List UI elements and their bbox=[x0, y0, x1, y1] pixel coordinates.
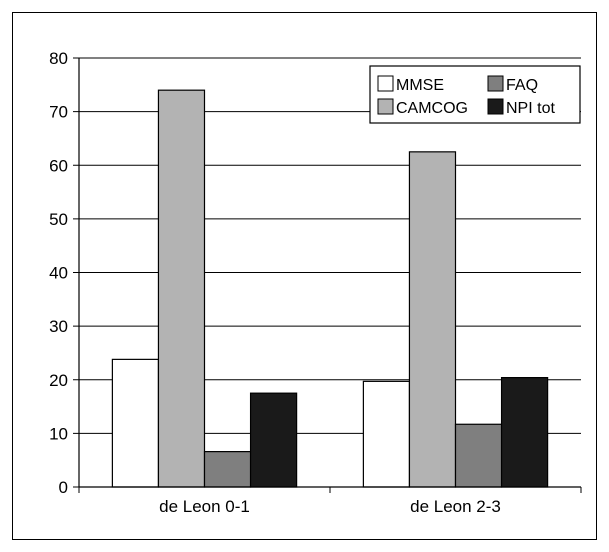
legend-swatch bbox=[487, 75, 504, 92]
bar-npi-tot-1 bbox=[249, 392, 298, 488]
legend-box bbox=[369, 65, 581, 124]
bar-mmse-1 bbox=[111, 358, 160, 488]
y-tick-labels: 0 10 20 30 40 50 60 70 80 bbox=[49, 49, 68, 497]
y-tick-label: 10 bbox=[49, 424, 68, 443]
bar-camcog-1 bbox=[157, 89, 206, 488]
y-tick-label: 60 bbox=[49, 156, 68, 175]
y-tick-label: 20 bbox=[49, 371, 68, 390]
legend-label: MMSE bbox=[396, 77, 444, 94]
y-tick-label: 50 bbox=[49, 210, 68, 229]
y-tick-label: 40 bbox=[49, 264, 68, 283]
x-category-labels: de Leon 0-1 de Leon 2-3 bbox=[159, 497, 501, 516]
bars bbox=[111, 89, 549, 488]
bar-faq-1 bbox=[203, 451, 252, 488]
legend-swatch bbox=[487, 98, 504, 115]
x-category-label: de Leon 0-1 bbox=[159, 497, 250, 516]
y-tick-label: 70 bbox=[49, 103, 68, 122]
bar-camcog-2 bbox=[408, 151, 457, 488]
bar-mmse-2 bbox=[362, 380, 411, 488]
bar-faq-2 bbox=[454, 423, 503, 488]
y-tick-label: 0 bbox=[59, 478, 68, 497]
legend-swatch bbox=[377, 98, 394, 115]
axes bbox=[73, 57, 582, 493]
y-tick-label: 30 bbox=[49, 317, 68, 336]
y-tick-label: 80 bbox=[49, 49, 68, 68]
legend-swatch bbox=[377, 75, 394, 92]
legend-label: CAMCOG bbox=[396, 100, 468, 117]
legend-label: NPI tot bbox=[506, 100, 555, 117]
bar-npi-tot-2 bbox=[500, 377, 549, 488]
x-category-label: de Leon 2-3 bbox=[410, 497, 501, 516]
legend-label: FAQ bbox=[506, 77, 538, 94]
legend: MMSE FAQ CAMCOG NPI tot bbox=[369, 65, 581, 124]
